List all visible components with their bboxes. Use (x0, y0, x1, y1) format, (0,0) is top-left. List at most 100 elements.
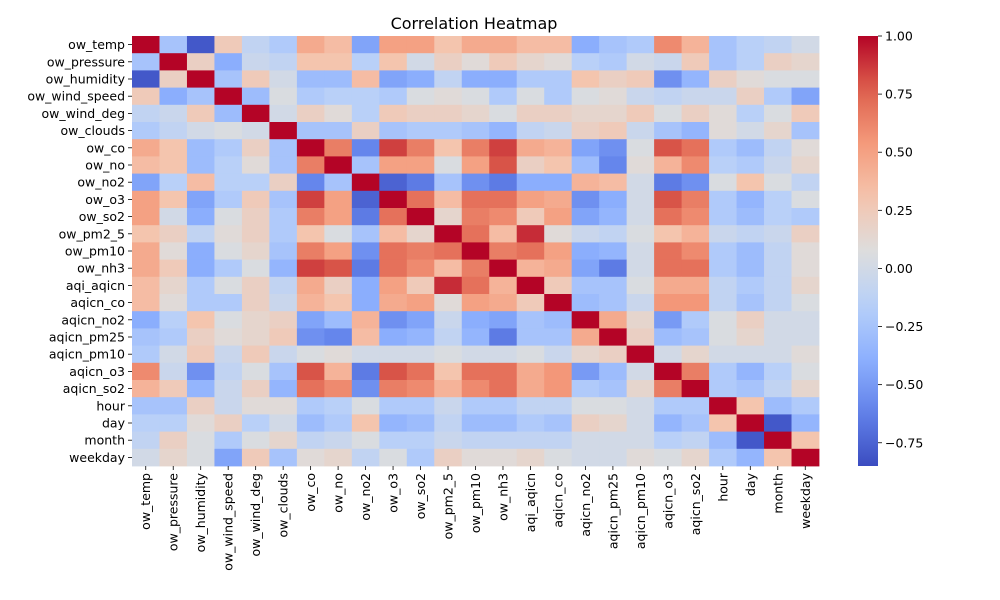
heatmap-cell-ow_clouds-ow_pm2_5 (434, 122, 463, 140)
heatmap-cell-ow_pm2_5-aqicn_so2 (681, 225, 710, 243)
heatmap-cell-aqicn_o3-aqicn_pm25 (599, 362, 628, 381)
heatmap-cell-aqicn_pm10-day (736, 345, 765, 364)
heatmap-cell-hour-month (764, 397, 792, 415)
heatmap-cell-aqicn_so2-ow_temp (132, 380, 160, 398)
x-tick-label-ow_nh3: ow_nh3 (495, 473, 510, 521)
heatmap-cell-ow_temp-ow_pressure (159, 36, 188, 54)
colorbar-tick-label: −0.50 (885, 377, 923, 392)
heatmap-cell-hour-day (736, 397, 765, 415)
heatmap-cell-ow_wind_deg-aqicn_so2 (681, 104, 710, 123)
heatmap-cell-ow_no2-ow_co (296, 173, 325, 192)
heatmap-cell-ow_pm2_5-month (764, 225, 792, 243)
x-tick-label-aqicn_pm25: aqicn_pm25 (605, 473, 620, 549)
heatmap-cell-aqi_aqicn-ow_pressure (159, 276, 188, 295)
heatmap-cell-ow_pm2_5-aqicn_pm10 (626, 225, 655, 243)
heatmap-cell-hour-aqicn_pm25 (599, 397, 628, 415)
heatmap-cell-ow_pm2_5-ow_clouds (269, 225, 298, 243)
y-tick-label-ow_humidity: ow_humidity (46, 72, 126, 87)
heatmap-cell-aqicn_o3-ow_nh3 (489, 362, 518, 381)
heatmap-cell-ow_pm2_5-ow_no2 (351, 225, 380, 243)
heatmap-cell-aqicn_so2-ow_clouds (269, 380, 298, 398)
y-tick-label-day: day (102, 416, 126, 431)
heatmap-cell-day-aqicn_so2 (681, 414, 710, 432)
heatmap-cell-hour-aqicn_so2 (681, 397, 710, 415)
heatmap-cell-aqicn_o3-month (764, 362, 792, 381)
heatmap-cell-ow_co-ow_nh3 (489, 139, 518, 157)
heatmap-cell-ow_no2-ow_pm2_5 (434, 173, 463, 192)
heatmap-cell-day-ow_pm10 (461, 414, 490, 432)
heatmap-cell-ow_pressure-aqicn_co (544, 53, 573, 71)
heatmap-cell-ow_temp-aqicn_pm25 (599, 36, 628, 54)
heatmap-cell-ow_nh3-aqicn_pm10 (626, 259, 655, 278)
y-tick-label-ow_pm10: ow_pm10 (65, 244, 125, 259)
heatmap-cell-month-aqicn_co (544, 431, 573, 450)
heatmap-cell-ow_wind_deg-day (736, 104, 765, 123)
heatmap-cell-hour-ow_pm10 (461, 397, 490, 415)
heatmap-cell-aqi_aqicn-ow_no (324, 276, 353, 295)
heatmap-cell-aqi_aqicn-aqicn_co (544, 276, 573, 295)
heatmap-cell-ow_co-aqicn_pm10 (626, 139, 655, 157)
heatmap-cell-ow_no-ow_o3 (379, 156, 408, 174)
colorbar-tick-label: 0.75 (885, 87, 913, 102)
y-tick-label-ow_nh3: ow_nh3 (77, 261, 125, 276)
heatmap-cell-aqicn_o3-ow_temp (132, 362, 160, 381)
heatmap-cell-ow_pm10-ow_temp (132, 242, 160, 260)
heatmap-cell-ow_wind_speed-aqicn_o3 (654, 87, 682, 106)
heatmap-cell-aqicn_co-month (764, 294, 792, 312)
heatmap-cell-ow_clouds-day (736, 122, 765, 140)
heatmap-cell-aqicn_pm25-ow_pm2_5 (434, 328, 463, 346)
heatmap-cell-ow_so2-ow_o3 (379, 208, 408, 226)
heatmap-cell-ow_wind_deg-aqicn_no2 (571, 104, 600, 123)
y-tick-label-ow_clouds: ow_clouds (61, 123, 125, 138)
heatmap-cell-aqicn_pm10-ow_pm10 (461, 345, 490, 364)
heatmap-cell-ow_so2-aqicn_pm25 (599, 208, 628, 226)
heatmap-cell-month-ow_pm2_5 (434, 431, 463, 450)
heatmap-cell-day-ow_humidity (186, 414, 215, 432)
heatmap-cell-aqicn_o3-ow_o3 (379, 362, 408, 381)
heatmap-cell-month-aqicn_pm10 (626, 431, 655, 450)
heatmap-cell-aqicn_co-ow_so2 (406, 294, 435, 312)
heatmap-cell-ow_no2-weekday (791, 173, 820, 192)
heatmap-cell-ow_wind_deg-hour (709, 104, 737, 123)
heatmap-cell-aqicn_pm25-month (764, 328, 792, 346)
heatmap-cell-ow_no-ow_pressure (159, 156, 188, 174)
y-tick-label-ow_o3: ow_o3 (85, 192, 125, 207)
heatmap-cell-ow_o3-ow_co (296, 190, 325, 209)
heatmap-cell-ow_pm2_5-ow_pressure (159, 225, 188, 243)
x-tick-label-aqicn_no2: aqicn_no2 (578, 473, 593, 537)
heatmap-cell-weekday-ow_co (296, 448, 325, 467)
heatmap-cell-ow_no2-ow_nh3 (489, 173, 518, 192)
heatmap-cell-ow_temp-ow_no (324, 36, 353, 54)
heatmap-cell-aqicn_no2-aqicn_pm10 (626, 311, 655, 329)
heatmap-cell-weekday-ow_humidity (186, 448, 215, 467)
heatmap-cell-ow_clouds-aqicn_co (544, 122, 573, 140)
heatmap-cell-aqicn_o3-aqicn_no2 (571, 362, 600, 381)
heatmap-cell-day-day (736, 414, 765, 432)
x-tick-label-ow_pm2_5: ow_pm2_5 (441, 473, 456, 539)
heatmap-cell-aqicn_so2-aqicn_o3 (654, 380, 682, 398)
heatmap-cell-aqicn_no2-ow_pm10 (461, 311, 490, 329)
heatmap-cell-ow_co-ow_no2 (351, 139, 380, 157)
heatmap-cell-ow_o3-ow_pressure (159, 190, 188, 209)
heatmap-cell-aqicn_co-aqicn_co (544, 294, 573, 312)
heatmap-cell-ow_no-ow_humidity (186, 156, 215, 174)
heatmap-cell-ow_so2-aqicn_pm10 (626, 208, 655, 226)
heatmap-cell-aqi_aqicn-ow_wind_speed (214, 276, 243, 295)
heatmap-cell-ow_wind_speed-ow_wind_deg (241, 87, 270, 106)
x-tick-label-ow_temp: ow_temp (138, 473, 153, 530)
heatmap-cell-aqicn_pm10-ow_humidity (186, 345, 215, 364)
heatmap-cell-ow_so2-ow_pm2_5 (434, 208, 463, 226)
heatmap-cell-ow_no2-ow_wind_speed (214, 173, 243, 192)
heatmap-cell-aqicn_co-ow_o3 (379, 294, 408, 312)
y-tick-label-aqicn_o3: aqicn_o3 (69, 364, 125, 379)
heatmap-cell-aqicn_o3-ow_clouds (269, 362, 298, 381)
heatmap-cell-ow_no-aqi_aqicn (516, 156, 545, 174)
heatmap-cell-ow_temp-ow_pm2_5 (434, 36, 463, 54)
heatmap-cell-ow_nh3-aqicn_so2 (681, 259, 710, 278)
heatmap-cell-aqicn_co-ow_wind_speed (214, 294, 243, 312)
heatmap-cell-ow_wind_speed-ow_no (324, 87, 353, 106)
heatmap-cell-ow_wind_deg-ow_humidity (186, 104, 215, 123)
heatmap-cell-hour-ow_o3 (379, 397, 408, 415)
heatmap-cell-aqicn_pm10-weekday (791, 345, 820, 364)
heatmap-cell-hour-ow_clouds (269, 397, 298, 415)
